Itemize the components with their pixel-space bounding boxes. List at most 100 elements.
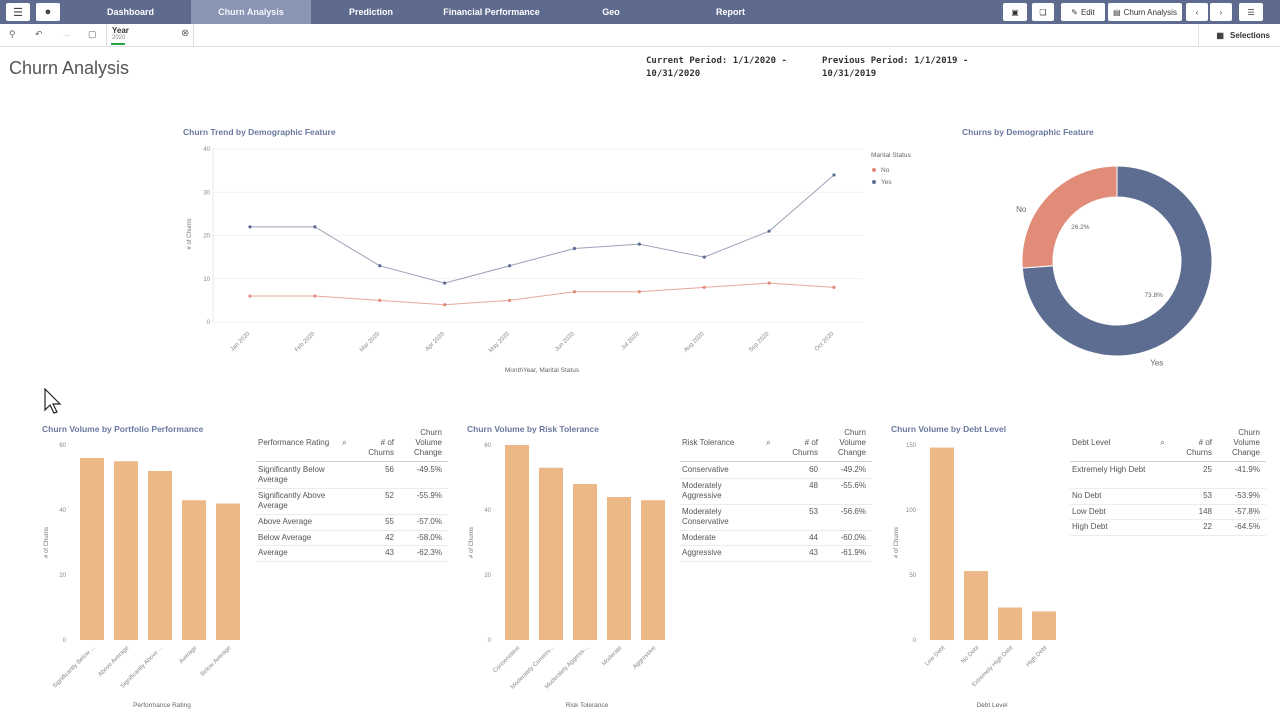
bookmark-icon[interactable]: ❑ xyxy=(1032,3,1054,21)
table-cell-change: -57.0% xyxy=(416,517,442,526)
table-cell-churns: 43 xyxy=(385,548,394,557)
column-header-churns[interactable]: # of Churns xyxy=(792,438,818,457)
table-cell-churns: 25 xyxy=(1203,465,1212,474)
tab-financial-performance[interactable]: Financial Performance xyxy=(443,7,540,17)
selections-toolbar: ⚲ ↶ → ▢ xyxy=(0,24,1280,47)
previous-period-line-2: 10/31/2019 xyxy=(822,69,877,79)
table-cell-churns: 22 xyxy=(1203,522,1212,531)
column-header-dimension[interactable]: Debt Level xyxy=(1072,438,1111,447)
bar-moderately-conserv xyxy=(539,467,563,640)
tab-prediction[interactable]: Prediction xyxy=(348,7,393,17)
table-row[interactable]: Extremely High Debt 25 -41.9% xyxy=(1070,463,1266,489)
series-line-no xyxy=(250,282,835,306)
data-point-no xyxy=(378,298,382,302)
line-chart-ylabel: # of Churns xyxy=(187,218,193,249)
table-cell-churns: 55 xyxy=(385,517,394,526)
bar-moderate xyxy=(607,497,631,640)
line-chart-legend[interactable]: Marital Status No Yes xyxy=(871,152,911,186)
selections-button[interactable]: ▦ Selections xyxy=(1198,24,1280,46)
y-tick-label: 40 xyxy=(59,508,66,514)
x-tick-label: Jan 2020 xyxy=(230,331,252,353)
x-tick-label: Mar 2020 xyxy=(359,331,382,354)
more-menu-icon[interactable]: ☰ xyxy=(1239,3,1263,21)
y-tick-label: 30 xyxy=(203,190,210,196)
table-cell-dimension: Extremely High Debt xyxy=(1072,465,1146,474)
table-row[interactable]: Moderate 44 -60.0% xyxy=(680,531,872,546)
column-header-change[interactable]: Churn Volume Change xyxy=(837,428,866,457)
column-search-icon[interactable]: ⌕ xyxy=(1160,437,1166,447)
presentation-icon[interactable]: ▣ xyxy=(1003,3,1027,21)
mouse-cursor-icon xyxy=(44,388,62,414)
clear-selections-icon[interactable]: ▢ xyxy=(88,29,97,39)
x-tick-label: Jun 2020 xyxy=(554,331,576,353)
table-row[interactable]: Below Average 42 -58.0% xyxy=(256,531,448,546)
column-header-churns[interactable]: # of Churns xyxy=(368,438,394,457)
donut-chart-title: Churns by Demographic Feature xyxy=(962,127,1094,137)
bar-above-average xyxy=(114,461,138,640)
data-point-yes xyxy=(767,229,771,233)
legend-title: Marital Status xyxy=(871,152,911,159)
clear-selection-icon[interactable]: ⊗ xyxy=(181,28,190,39)
smart-search-icon[interactable]: ⚲ xyxy=(9,29,16,39)
step-forward-icon[interactable]: → xyxy=(62,29,71,39)
year-selection-chip[interactable]: Year 2020 ⊗ xyxy=(106,24,194,46)
top-nav-bar: ☰ ● Dashboard Churn Analysis Prediction … xyxy=(0,0,1280,24)
donut-percent-label: 73.8% xyxy=(1144,292,1163,299)
next-sheet-button[interactable]: › xyxy=(1210,3,1232,21)
previous-sheet-button[interactable]: ‹ xyxy=(1186,3,1208,21)
data-point-no xyxy=(832,285,836,289)
table-row[interactable]: Low Debt 148 -57.8% xyxy=(1070,505,1266,520)
tab-churn-analysis[interactable]: Churn Analysis xyxy=(191,0,311,24)
portfolio-bar-chart[interactable]: 0 20 40 60 # of Churns Significantly Below ..… xyxy=(36,436,256,716)
table-row[interactable]: Average 43 -62.3% xyxy=(256,546,448,562)
data-point-yes xyxy=(637,242,641,246)
y-tick-label: 40 xyxy=(484,508,491,514)
column-header-change[interactable]: Churn Volume Change xyxy=(413,428,442,457)
column-search-icon[interactable]: ⌕ xyxy=(766,437,772,447)
data-point-yes xyxy=(248,225,252,229)
table-row[interactable]: Aggressive 43 -61.9% xyxy=(680,546,872,562)
tab-geo[interactable]: Geo xyxy=(602,7,620,17)
churns-donut-chart[interactable]: 26.2% No 73.8% Yes xyxy=(1000,150,1240,370)
column-header-churns[interactable]: # of Churns xyxy=(1186,438,1212,457)
edit-button[interactable]: ✎ Edit xyxy=(1061,3,1105,21)
column-search-icon[interactable]: ⌕ xyxy=(342,437,348,447)
line-chart-title: Churn Trend by Demographic Feature xyxy=(183,127,336,137)
bar-chart-ylabel: # of Churns xyxy=(44,527,50,558)
app-overview-icon[interactable]: ● xyxy=(36,3,60,21)
table-row[interactable]: Conservative 60 -49.2% xyxy=(680,463,872,479)
step-back-icon[interactable]: ↶ xyxy=(35,29,43,39)
sheet-menu-button[interactable]: ▤ Churn Analysis xyxy=(1108,3,1182,21)
table-cell-churns: 53 xyxy=(809,506,818,516)
donut-slice-yes[interactable] xyxy=(1021,165,1213,357)
legend-item-yes[interactable]: Yes xyxy=(881,179,892,186)
table-row[interactable]: Moderately Conservative 53 -56.6% xyxy=(680,505,872,531)
column-header-dimension[interactable]: Risk Tolerance xyxy=(682,438,735,447)
table-row[interactable]: No Debt 53 -53.9% xyxy=(1070,489,1266,505)
edit-label: Edit xyxy=(1080,7,1095,17)
table-row[interactable]: Moderately Aggressive 48 -55.6% xyxy=(680,479,872,505)
column-header-dimension[interactable]: Performance Rating xyxy=(258,438,330,447)
table-row[interactable]: Significantly Above Average 52 -55.9% xyxy=(256,489,448,515)
table-row[interactable]: Significantly Below Average 56 -49.5% xyxy=(256,463,448,489)
previous-period: Previous Period: 1/1/2019 - 10/31/2019 xyxy=(822,55,968,81)
bar-chart-xlabel: Debt Level xyxy=(976,702,1008,709)
churn-trend-line-chart[interactable]: 0 10 20 30 40 Jan 2020 Feb 2020 Mar 2020 Apr 20… xyxy=(180,140,920,380)
table-cell-change: -53.9% xyxy=(1234,491,1260,500)
table-row[interactable]: Above Average 55 -57.0% xyxy=(256,515,448,531)
donut-slice-no[interactable] xyxy=(1021,165,1118,269)
y-tick-label: 100 xyxy=(906,508,917,514)
table-cell-change: -58.0% xyxy=(416,532,442,542)
bar-below-average xyxy=(216,503,240,640)
table-row[interactable]: High Debt 22 -64.5% xyxy=(1070,520,1266,536)
table-cell-dimension: High Debt xyxy=(1072,522,1108,531)
column-header-change[interactable]: Churn Volume Change xyxy=(1231,428,1260,457)
tab-report[interactable]: Report xyxy=(716,7,745,17)
table-cell-churns: 56 xyxy=(385,465,394,474)
legend-item-no[interactable]: No xyxy=(881,167,890,174)
menu-icon[interactable]: ☰ xyxy=(6,3,30,21)
tab-dashboard[interactable]: Dashboard xyxy=(106,7,154,17)
table-cell-dimension: Below Average xyxy=(258,532,312,542)
